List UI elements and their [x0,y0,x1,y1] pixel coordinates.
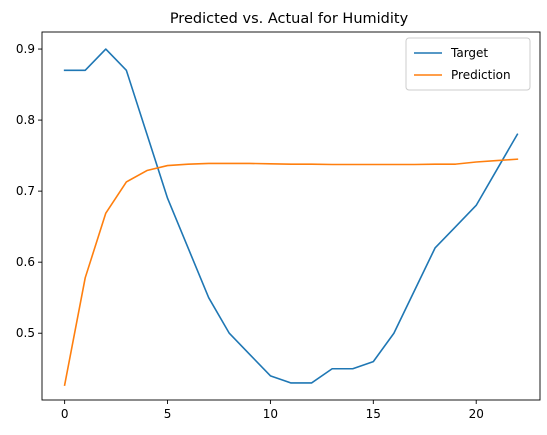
legend: Target Prediction [405,37,531,91]
legend-label-prediction: Prediction [451,68,511,82]
chart-title: Predicted vs. Actual for Humidity [170,11,409,27]
x-tick-label: 15 [366,407,381,421]
y-tick-label: 0.5 [16,326,35,340]
series-line-target [63,48,519,384]
legend-box [405,37,531,91]
axes-layer: 0 5 10 15 20 0.5 0.6 0.7 0.8 0.9 [16,31,541,421]
series-line-prediction [63,158,519,387]
x-tick-label: 0 [61,407,69,421]
x-tick-label: 20 [469,407,484,421]
x-tick-label: 10 [263,407,278,421]
x-tick-label: 5 [164,407,172,421]
series-layer [63,48,519,387]
y-tick-label: 0.7 [16,184,35,198]
plot-frame [41,31,541,401]
y-tick-label: 0.9 [16,42,35,56]
legend-label-target: Target [450,46,488,60]
y-tick-label: 0.6 [16,255,35,269]
y-tick-label: 0.8 [16,113,35,127]
